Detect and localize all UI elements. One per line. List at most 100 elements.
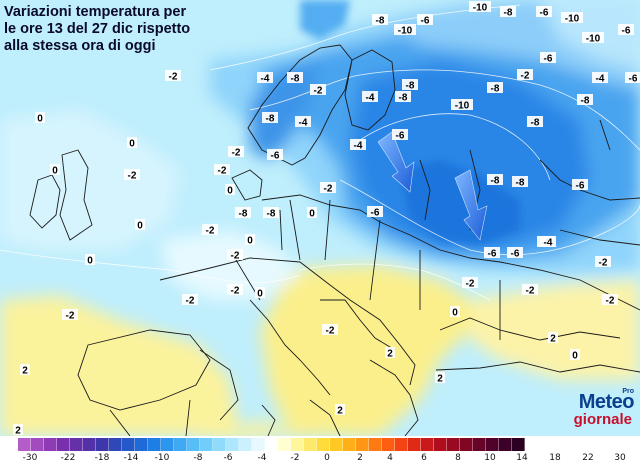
colorbar-swatch	[109, 438, 122, 451]
isotherm-label: 2	[335, 404, 345, 417]
isotherm-labels: -10 -8 -6-10-10-8 -6-10-6-6-4 -6-2-4 -8-8-10-…	[13, 1, 640, 437]
isotherm-label: -2	[462, 277, 478, 290]
svg-text:2: 2	[337, 406, 343, 417]
svg-text:-2: -2	[314, 86, 323, 97]
svg-text:0: 0	[129, 139, 135, 150]
colorbar-swatch	[135, 438, 148, 451]
isotherm-label: -2	[165, 70, 181, 83]
svg-text:-2: -2	[231, 251, 240, 262]
svg-text:-6: -6	[271, 151, 280, 162]
isotherm-label: 0	[255, 287, 265, 300]
isotherm-label: -2	[322, 324, 338, 337]
colorbar-tick-label: 10	[484, 453, 496, 463]
isotherm-label: -6	[267, 149, 283, 162]
isotherm-label: -6	[484, 247, 500, 260]
isotherm-label: 0	[570, 349, 580, 362]
svg-text:-2: -2	[466, 279, 475, 290]
logo-line-1: Meteo	[578, 391, 635, 413]
svg-text:-2: -2	[521, 71, 530, 82]
isotherm-label: 2	[20, 364, 30, 377]
svg-text:2: 2	[387, 349, 393, 360]
colorbar-tick-label: 4	[387, 453, 393, 463]
svg-text:0: 0	[137, 221, 143, 232]
isotherm-label: -2	[595, 256, 611, 269]
isotherm-label: -2	[214, 164, 230, 177]
svg-text:-2: -2	[606, 296, 615, 307]
isotherm-label: 0	[450, 306, 460, 319]
svg-text:0: 0	[87, 256, 93, 267]
isotherm-label: -10	[394, 24, 416, 37]
svg-text:-2: -2	[599, 258, 608, 269]
colorbar-swatch	[44, 438, 57, 451]
colorbar-swatch	[486, 438, 499, 451]
colorbar-swatch	[31, 438, 44, 451]
colorbar-swatch	[57, 438, 70, 451]
svg-text:-2: -2	[66, 311, 75, 322]
svg-text:0: 0	[257, 289, 263, 300]
colorbar-swatch	[447, 438, 460, 451]
colorbar-swatch	[317, 438, 330, 451]
isotherm-label: -4	[540, 236, 556, 249]
svg-text:0: 0	[37, 114, 43, 125]
isotherm-label: -4	[257, 72, 273, 85]
colorbar-tick-label: 22	[582, 453, 594, 463]
logo-badge: Pro	[622, 388, 634, 395]
isotherm-label: 0	[135, 219, 145, 232]
colorbar-swatch	[382, 438, 395, 451]
colorbar-swatch	[499, 438, 512, 451]
svg-text:-2: -2	[326, 326, 335, 337]
svg-text:-4: -4	[544, 238, 553, 249]
isotherm-label: -10	[451, 99, 473, 112]
svg-text:0: 0	[309, 209, 315, 220]
svg-text:-8: -8	[406, 81, 415, 92]
svg-text:-2: -2	[128, 171, 137, 182]
colorbar-swatch	[356, 438, 369, 451]
isotherm-label: 0	[225, 184, 235, 197]
svg-text:-6: -6	[421, 16, 430, 27]
isotherm-label: 0	[35, 112, 45, 125]
svg-text:-2: -2	[206, 226, 215, 237]
svg-text:0: 0	[227, 186, 233, 197]
isotherm-label: -6	[536, 6, 552, 19]
colorbar-tick-label: 2	[357, 453, 363, 463]
isotherm-label: -6	[507, 247, 523, 260]
svg-text:-8: -8	[239, 209, 248, 220]
colorbar-swatch	[473, 438, 486, 451]
svg-text:2: 2	[15, 426, 21, 437]
svg-text:2: 2	[437, 374, 443, 385]
colorbar-swatch	[408, 438, 421, 451]
colorbar-swatch	[70, 438, 83, 451]
isotherm-label: -6	[625, 72, 640, 85]
svg-text:-2: -2	[526, 286, 535, 297]
svg-text:-8: -8	[376, 16, 385, 27]
svg-text:-4: -4	[261, 74, 270, 85]
isotherm-label: 2	[13, 424, 23, 437]
svg-text:-10: -10	[473, 3, 488, 14]
isotherm-label: -2	[602, 294, 618, 307]
isotherm-label: 2	[548, 332, 558, 345]
svg-text:-8: -8	[266, 114, 275, 125]
isotherm-label: -6	[540, 52, 556, 65]
colorbar-swatch	[395, 438, 408, 451]
isotherm-label: -8	[500, 6, 516, 19]
colorbar-swatch	[278, 438, 291, 451]
colorbar-swatch	[330, 438, 343, 451]
svg-text:-8: -8	[531, 118, 540, 129]
isotherm-label: -10	[582, 32, 604, 45]
isotherm-label: -8	[287, 72, 303, 85]
colorbar-swatch	[226, 438, 239, 451]
svg-text:-4: -4	[299, 118, 308, 129]
svg-text:-2: -2	[324, 184, 333, 195]
isotherm-label: 0	[85, 254, 95, 267]
isotherm-label: -8	[235, 207, 251, 220]
svg-text:2: 2	[550, 334, 556, 345]
colorbar-swatch	[174, 438, 187, 451]
svg-text:0: 0	[52, 166, 58, 177]
colorbar-tick-label: 18	[549, 453, 561, 463]
isotherm-label: -8	[263, 207, 279, 220]
colorbar-swatches	[18, 438, 525, 451]
svg-text:0: 0	[247, 236, 253, 247]
colorbar-tick-label: -8	[193, 453, 203, 463]
svg-text:0: 0	[452, 308, 458, 319]
